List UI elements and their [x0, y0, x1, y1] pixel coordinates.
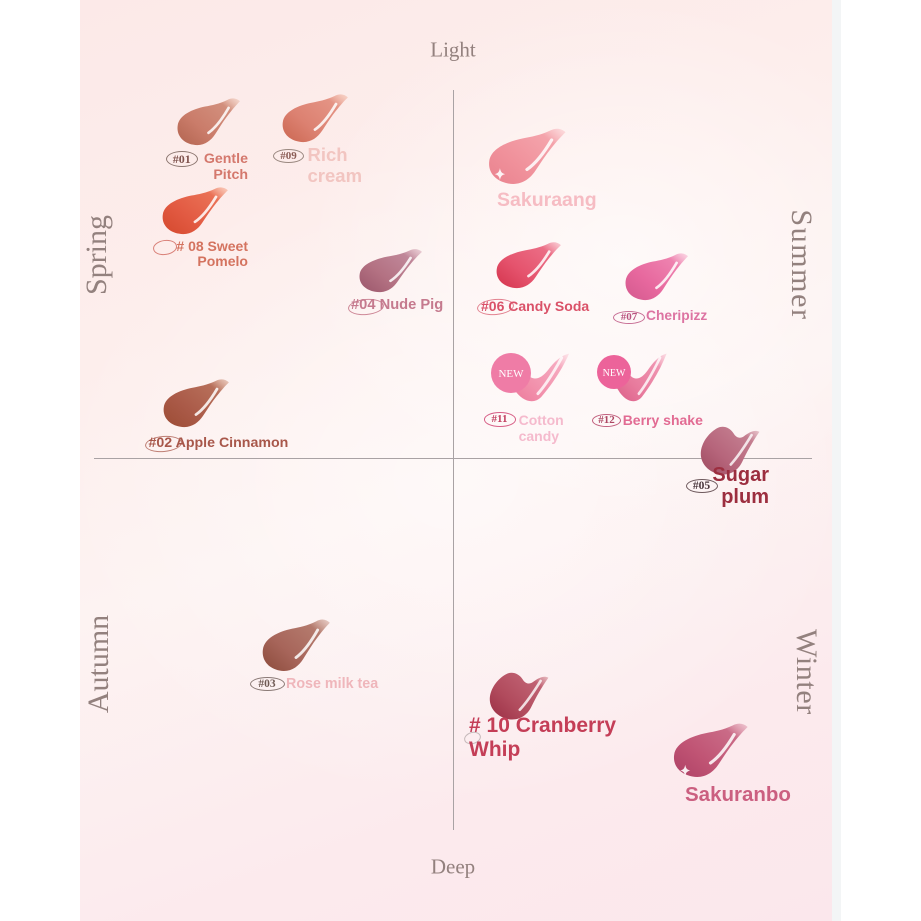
- svg-text:NEW: NEW: [603, 368, 626, 379]
- svg-text:NEW: NEW: [498, 368, 524, 380]
